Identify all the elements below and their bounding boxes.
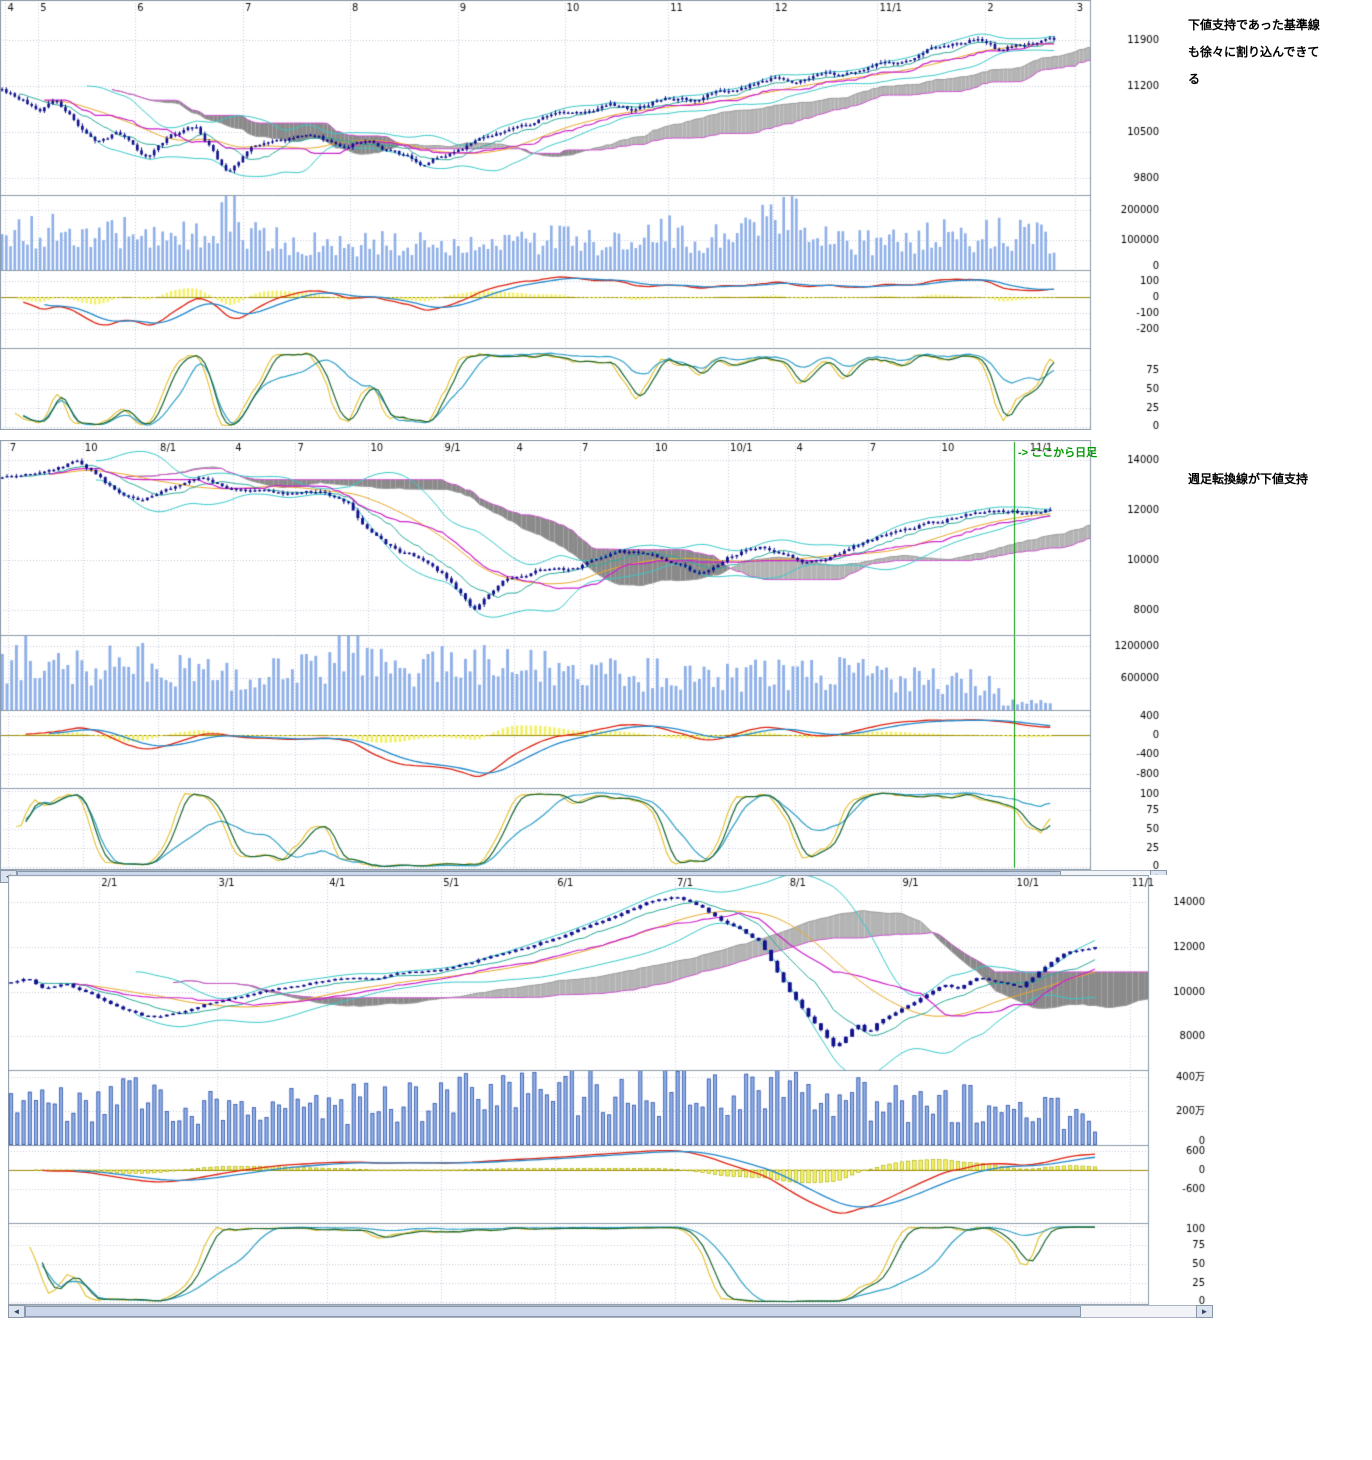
weekly-chart-panel: ◄ ► [0,440,1167,883]
annotation-line: 下値支持であった基準線 [1188,18,1320,32]
annotation-daily-from-here: -> ここから日足 [1018,447,1098,459]
scroll-left-button[interactable]: ◄ [8,1305,25,1318]
scroll-right-button[interactable]: ► [1196,1305,1213,1318]
daily-chart-panel [0,0,1167,430]
full-daily-chart-panel: ◄ ► [8,875,1213,1318]
annotation-line: も徐々に割り込んできて [1188,45,1320,59]
annotation-line: る [1188,72,1201,86]
weekly-chart-canvas[interactable] [0,440,1167,870]
full-daily-chart-scrollbar[interactable]: ◄ ► [8,1305,1213,1318]
full-daily-chart-canvas[interactable] [8,875,1213,1305]
annotation-kijun-support-breaking: 下値支持であった基準線 も徐々に割り込んできて る [1188,12,1320,93]
scrollbar-thumb[interactable] [25,1306,1081,1317]
daily-chart-canvas[interactable] [0,0,1167,430]
annotation-weekly-tenkan-support: 週足転換線が下値支持 [1188,472,1309,486]
scrollbar-track[interactable] [25,1305,1196,1318]
